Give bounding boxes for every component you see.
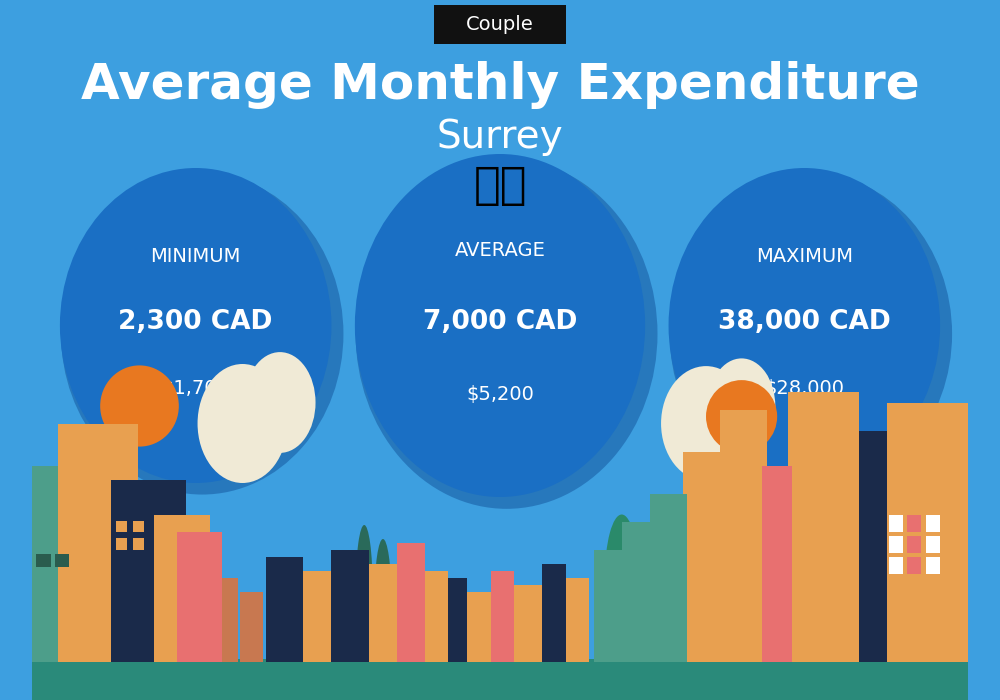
Ellipse shape — [60, 168, 331, 483]
Bar — [303, 570, 336, 662]
Ellipse shape — [61, 174, 343, 494]
Bar — [514, 584, 542, 662]
Bar — [32, 466, 77, 662]
Ellipse shape — [661, 366, 751, 481]
Bar — [36, 554, 51, 567]
Text: MINIMUM: MINIMUM — [150, 246, 241, 266]
Bar — [177, 532, 222, 662]
Bar — [907, 536, 921, 553]
Ellipse shape — [198, 364, 287, 483]
Bar — [133, 538, 144, 550]
Text: AVERAGE: AVERAGE — [455, 241, 545, 260]
Ellipse shape — [375, 539, 391, 658]
Ellipse shape — [356, 525, 373, 651]
Bar — [214, 578, 238, 662]
Bar — [240, 592, 263, 662]
Ellipse shape — [100, 365, 179, 447]
Text: 🇨🇦: 🇨🇦 — [473, 164, 527, 207]
Bar — [889, 514, 903, 532]
Ellipse shape — [669, 168, 940, 483]
FancyBboxPatch shape — [434, 5, 566, 43]
Bar — [788, 392, 859, 662]
Ellipse shape — [605, 514, 639, 640]
Bar — [594, 550, 622, 662]
Bar — [762, 466, 792, 662]
Bar — [154, 514, 210, 662]
Text: 38,000 CAD: 38,000 CAD — [718, 309, 891, 335]
Bar — [907, 514, 921, 532]
Text: $28,000: $28,000 — [764, 379, 844, 398]
Ellipse shape — [355, 154, 645, 497]
Ellipse shape — [706, 380, 777, 453]
Bar — [907, 556, 921, 574]
Bar — [133, 521, 144, 532]
Bar — [887, 402, 971, 662]
Bar — [116, 538, 127, 550]
Bar — [542, 564, 566, 661]
Bar — [889, 556, 903, 574]
Bar — [926, 556, 940, 574]
Bar — [926, 514, 940, 532]
Bar — [926, 536, 940, 553]
Bar — [32, 659, 968, 700]
Bar — [889, 536, 903, 553]
Ellipse shape — [244, 352, 316, 453]
Text: MAXIMUM: MAXIMUM — [756, 246, 853, 266]
Bar — [397, 542, 425, 662]
Bar — [566, 578, 589, 662]
Text: Couple: Couple — [466, 15, 534, 34]
Bar — [420, 570, 448, 662]
Bar — [622, 522, 655, 662]
Bar — [854, 430, 891, 662]
Text: $1,700: $1,700 — [162, 379, 230, 398]
Bar — [266, 556, 303, 662]
Ellipse shape — [670, 174, 952, 494]
Bar — [683, 452, 725, 662]
Bar — [58, 424, 138, 662]
Text: 2,300 CAD: 2,300 CAD — [118, 309, 273, 335]
Text: Average Monthly Expenditure: Average Monthly Expenditure — [81, 62, 919, 109]
Bar — [55, 554, 69, 567]
Bar — [116, 521, 127, 532]
Bar — [650, 494, 687, 662]
Text: 7,000 CAD: 7,000 CAD — [423, 309, 577, 335]
Bar — [331, 550, 369, 662]
Bar — [111, 480, 186, 662]
Bar — [364, 564, 400, 661]
Bar — [720, 410, 767, 662]
Ellipse shape — [628, 525, 662, 644]
Bar — [444, 578, 467, 662]
Text: Surrey: Surrey — [437, 118, 563, 155]
Bar — [467, 592, 491, 662]
Bar — [491, 570, 514, 662]
Ellipse shape — [708, 358, 775, 454]
Ellipse shape — [356, 159, 657, 509]
Text: $5,200: $5,200 — [466, 384, 534, 404]
